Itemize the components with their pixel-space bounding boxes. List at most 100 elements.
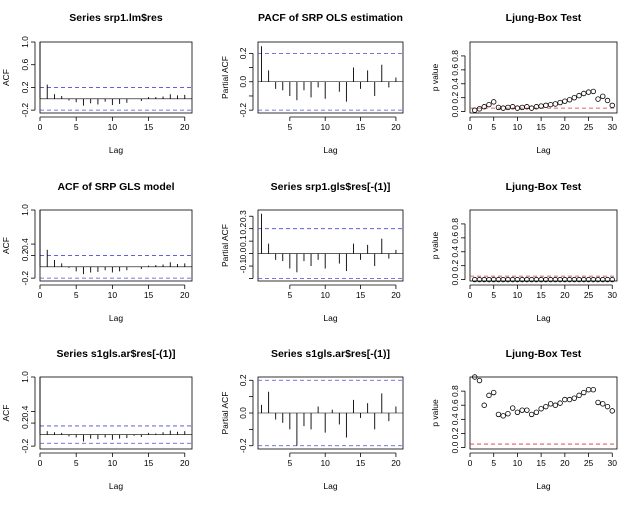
p-value-point bbox=[476, 377, 483, 384]
y-axis-label: Partial ACF bbox=[220, 224, 230, 267]
chart-title: Series srp1.lm$res bbox=[69, 12, 163, 24]
x-tick-label: 15 bbox=[356, 122, 366, 132]
x-tick-label: 5 bbox=[74, 290, 79, 300]
x-tick-label: 0 bbox=[468, 458, 473, 468]
p-value-point bbox=[519, 104, 525, 111]
chart-panel-8: Series s1gls.ar$res[-(1)] -0.2 0.0 0.2 5 10 15… bbox=[220, 348, 404, 491]
p-value-point bbox=[562, 396, 568, 403]
y-tick-label: 0.0 bbox=[450, 105, 460, 117]
x-axis-label: Lag bbox=[536, 145, 550, 155]
p-value-point bbox=[481, 104, 487, 110]
p-value-point bbox=[600, 401, 606, 407]
chart-title: PACF of SRP OLS estimation bbox=[258, 12, 403, 24]
x-tick-label: 5 bbox=[491, 122, 496, 132]
p-value-point bbox=[581, 90, 587, 97]
y-tick-label: 0.6 bbox=[20, 59, 30, 71]
plot-frame bbox=[39, 209, 193, 282]
x-tick-label: 15 bbox=[144, 458, 154, 468]
p-value-point bbox=[557, 400, 563, 406]
plot-frame bbox=[257, 209, 404, 282]
p-value-point bbox=[514, 409, 521, 415]
y-tick-label: 0.8 bbox=[450, 218, 460, 230]
p-value-point bbox=[505, 411, 511, 417]
x-tick-label: 5 bbox=[491, 290, 496, 300]
chart-title: Series s1gls.ar$res[-(1)] bbox=[271, 348, 390, 360]
x-tick-label: 0 bbox=[38, 122, 43, 132]
y-tick-label: -0.1 bbox=[238, 258, 248, 273]
x-tick-label: 30 bbox=[608, 122, 618, 132]
x-tick-label: 15 bbox=[536, 290, 546, 300]
y-tick-label: 0.4 bbox=[450, 413, 460, 425]
y-tick-label: 0.4 bbox=[450, 78, 460, 90]
p-value-point bbox=[491, 389, 497, 396]
x-tick-label: 20 bbox=[180, 122, 190, 132]
y-axis-label: p value bbox=[430, 399, 440, 427]
p-value-point bbox=[562, 98, 568, 104]
x-tick-label: 20 bbox=[180, 458, 190, 468]
y-tick-label: 0.4 bbox=[450, 246, 460, 258]
p-value-point bbox=[595, 96, 601, 102]
p-value-point bbox=[495, 104, 502, 111]
p-value-point bbox=[609, 276, 615, 283]
p-value-point bbox=[533, 409, 540, 415]
chart-title: ACF of SRP GLS model bbox=[57, 181, 174, 193]
y-axis-label: ACF bbox=[1, 237, 11, 254]
p-value-point bbox=[538, 103, 544, 109]
x-axis-label: Lag bbox=[109, 481, 123, 491]
x-tick-label: 10 bbox=[513, 458, 523, 468]
p-value-point bbox=[585, 387, 592, 393]
p-value-point bbox=[547, 101, 554, 108]
y-tick-label: -0.2 bbox=[20, 439, 30, 454]
chart-panel-5: Series srp1.gls$res[-(1)] -0.10.00.10.20.… bbox=[220, 181, 404, 323]
y-tick-label: 0.2 bbox=[450, 260, 460, 272]
x-tick-label: 15 bbox=[536, 122, 546, 132]
x-axis-label: Lag bbox=[536, 313, 550, 323]
p-value-point bbox=[486, 392, 492, 399]
y-tick-label: 0.6 bbox=[450, 232, 460, 244]
p-value-point bbox=[604, 403, 611, 410]
y-tick-label: 1.0 bbox=[20, 371, 30, 383]
plot-frame bbox=[469, 41, 618, 114]
y-tick-label: 0.2 bbox=[238, 374, 248, 386]
p-value-point bbox=[604, 97, 611, 104]
chart-panel-3: Ljung-Box Test 0.00.2 0.4 0.6 0.8 0 5 10 15 20 25 3… bbox=[430, 12, 618, 155]
p-value-point bbox=[571, 94, 578, 101]
y-tick-label: 1.0 bbox=[20, 204, 30, 216]
p-value-point bbox=[505, 104, 511, 111]
plot-frame bbox=[469, 209, 618, 282]
x-axis-label: Lag bbox=[536, 481, 550, 491]
p-value-point bbox=[495, 411, 502, 418]
chart-title: Ljung-Box Test bbox=[506, 12, 582, 24]
y-tick-label: 0.2 bbox=[238, 223, 248, 235]
p-value-point bbox=[491, 99, 497, 105]
p-value-point bbox=[524, 407, 530, 413]
chart-title: Ljung-Box Test bbox=[506, 348, 582, 360]
p-value-point bbox=[543, 102, 549, 109]
y-tick-label: 0.2 bbox=[450, 427, 460, 439]
p-value-point bbox=[590, 387, 596, 393]
p-value-point bbox=[566, 396, 573, 403]
x-tick-label: 15 bbox=[144, 290, 154, 300]
p-value-point bbox=[528, 105, 535, 111]
y-tick-label: 0.8 bbox=[450, 50, 460, 62]
p-value-point bbox=[547, 401, 554, 407]
x-tick-label: 10 bbox=[513, 122, 523, 132]
x-tick-label: 20 bbox=[560, 458, 570, 468]
y-tick-label: 0.2 bbox=[450, 92, 460, 104]
y-tick-label: -0.2 bbox=[238, 103, 248, 118]
chart-panel-6: Ljung-Box Test 0.00.2 0.4 0.6 0.8 0 5 10 15 20 25 3… bbox=[430, 181, 618, 323]
x-tick-label: 15 bbox=[536, 458, 546, 468]
p-value-point bbox=[590, 88, 596, 95]
x-axis-label: Lag bbox=[323, 313, 337, 323]
p-value-point bbox=[576, 392, 582, 399]
y-tick-label: 0.2 bbox=[20, 417, 30, 429]
y-tick-label: 0.6 bbox=[450, 399, 460, 411]
p-value-point bbox=[509, 405, 516, 411]
x-tick-label: 5 bbox=[287, 122, 292, 132]
x-tick-label: 30 bbox=[608, 290, 618, 300]
y-tick-label: 1.0 bbox=[20, 36, 30, 48]
x-tick-label: 25 bbox=[584, 458, 594, 468]
y-axis-label: Partial ACF bbox=[220, 56, 230, 99]
x-tick-label: 10 bbox=[320, 290, 330, 300]
